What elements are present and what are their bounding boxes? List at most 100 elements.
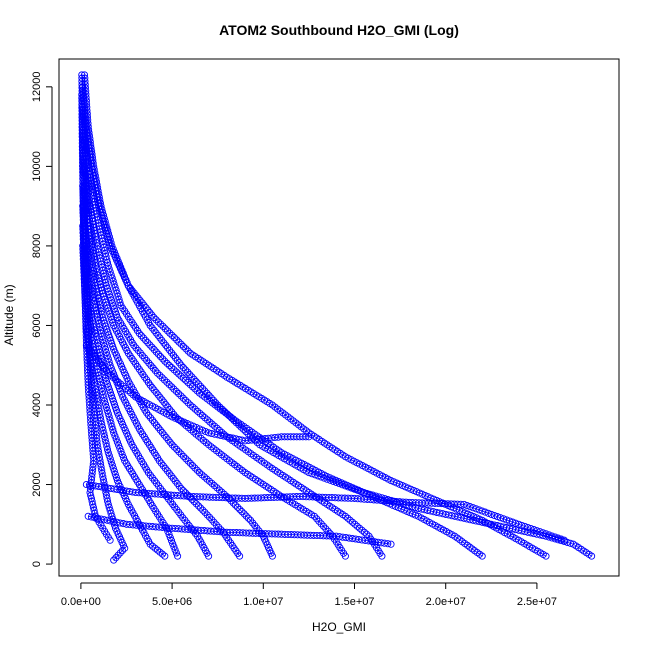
data-point [156,353,165,361]
y-tick-label: 10000 [31,151,43,182]
data-point [96,326,104,334]
data-point [189,462,197,470]
x-tick-label: 1.5e+07 [334,596,374,608]
data-point [496,514,504,522]
data-point [175,338,183,346]
data-point [149,364,157,372]
data-point [177,484,185,493]
data-point [107,271,115,279]
data-point [186,381,194,389]
data-point [150,386,158,394]
data-point [161,357,169,365]
data-point [518,521,526,529]
data-point [348,518,357,526]
data-point [99,426,107,434]
data-point [93,288,101,296]
data-point [181,366,190,374]
data-point [346,516,354,524]
data-point [112,376,120,384]
data-point [132,291,140,300]
data-point [167,537,176,545]
data-point [116,549,124,557]
data-point [98,333,106,341]
data-point [146,540,154,548]
data-point [102,403,110,411]
data-point [231,501,239,509]
data-point [236,505,244,514]
data-point [258,435,266,443]
data-point [94,291,102,299]
y-tick-label: 6000 [31,313,43,337]
data-point [110,518,118,526]
data-point [111,283,119,291]
data-point [317,520,325,528]
data-point [188,373,196,381]
data-point [173,445,181,453]
data-point [205,477,213,485]
data-point [210,518,218,526]
data-point [158,336,166,344]
data-point [142,522,150,530]
data-point [236,552,244,560]
data-point [139,334,148,342]
data-point [184,347,192,355]
data-point [157,320,165,328]
data-point [168,331,176,339]
data-point [179,394,187,402]
data-point [240,510,248,518]
data-point [196,382,205,390]
data-point [153,546,162,554]
data-point [162,401,170,409]
data-point [80,202,89,210]
data-point [202,439,210,447]
data-point [92,354,100,362]
data-point [106,455,114,463]
data-point [254,435,262,443]
data-point [200,473,208,481]
data-point [182,345,190,353]
data-point [86,414,95,422]
data-point [475,506,483,514]
data-point [101,436,109,444]
data-point [155,457,163,465]
data-point [163,359,171,367]
data-point [472,505,480,513]
data-point [241,437,249,445]
data-point [302,433,310,441]
y-tick-label: 2000 [31,472,43,496]
data-point [141,354,149,362]
data-point [177,361,185,369]
data-point [129,391,137,399]
data-point [182,396,190,404]
data-point [524,523,532,532]
data-point [114,378,122,386]
data-point [82,272,90,280]
data-point [160,376,169,384]
data-point [90,351,98,360]
data-point [103,352,111,360]
y-tick-label: 8000 [31,234,43,258]
data-point [234,503,242,511]
data-point [113,289,121,297]
data-point [515,520,523,528]
data-point [100,364,108,372]
data-point [166,329,174,337]
data-point [146,321,154,330]
data-point [117,447,125,455]
data-point [91,329,100,337]
data-point [174,552,182,560]
data-point [242,512,250,520]
data-point [103,407,111,415]
data-point [198,471,206,479]
data-point [160,339,168,347]
data-point [208,479,216,487]
data-point [201,427,210,436]
data-point [118,450,126,459]
data-point [165,380,173,389]
data-point [94,316,102,324]
data-point [167,472,175,480]
data-point [112,435,120,443]
data-point [108,274,116,282]
